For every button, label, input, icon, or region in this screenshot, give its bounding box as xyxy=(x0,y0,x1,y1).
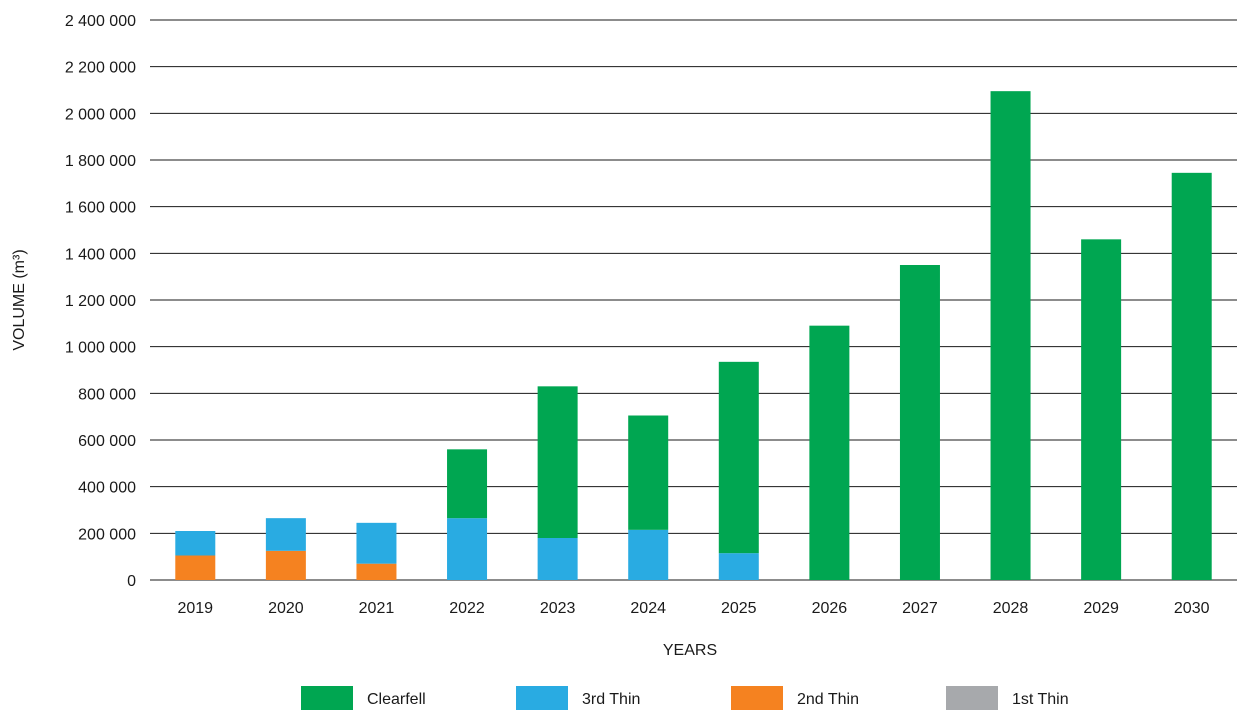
x-tick-label: 2022 xyxy=(449,600,485,617)
legend-swatch-3rd-thin xyxy=(516,686,568,710)
x-tick-label: 2023 xyxy=(540,600,576,617)
bar-clearfell-2028 xyxy=(990,91,1031,581)
bar-clearfell-2023 xyxy=(537,386,578,538)
bar-clearfell-2026 xyxy=(809,325,850,580)
y-tick-labels: 0 200 000 400 000 600 000 800 000 1 000 000 1 … xyxy=(65,13,136,590)
gridlines xyxy=(150,19,1237,581)
bar-clearfell-2029 xyxy=(1081,239,1122,581)
bar-3rd-thin-2019 xyxy=(175,531,216,556)
y-tick-label: 1 000 000 xyxy=(65,340,136,357)
x-tick-label: 2028 xyxy=(993,600,1029,617)
bar-3rd-thin-2023 xyxy=(537,538,578,580)
bars xyxy=(175,91,1212,581)
bar-clearfell-2024 xyxy=(628,415,669,530)
y-tick-label: 2 000 000 xyxy=(65,106,136,123)
bar-clearfell-2030 xyxy=(1171,172,1212,581)
bar-2nd-thin-2019 xyxy=(175,555,216,580)
legend-label-3rd-thin: 3rd Thin xyxy=(582,691,640,708)
x-tick-label: 2030 xyxy=(1174,600,1210,617)
y-tick-label: 800 000 xyxy=(78,386,136,403)
bar-3rd-thin-2020 xyxy=(265,518,306,551)
bar-clearfell-2022 xyxy=(447,449,488,519)
bar-3rd-thin-2021 xyxy=(356,522,397,564)
x-axis-title: YEARS xyxy=(663,642,717,659)
legend-label-2nd-thin: 2nd Thin xyxy=(797,691,859,708)
y-tick-label: 200 000 xyxy=(78,526,136,543)
x-tick-label: 2021 xyxy=(359,600,395,617)
bar-3rd-thin-2025 xyxy=(718,553,759,580)
legend: Clearfell 3rd Thin 2nd Thin 1st Thin xyxy=(301,686,1069,710)
y-tick-label: 2 200 000 xyxy=(65,60,136,77)
legend-swatch-clearfell xyxy=(301,686,353,710)
bar-3rd-thin-2024 xyxy=(628,529,669,580)
y-tick-label: 600 000 xyxy=(78,433,136,450)
y-tick-label: 1 200 000 xyxy=(65,293,136,310)
y-tick-label: 1 600 000 xyxy=(65,200,136,217)
bar-clearfell-2025 xyxy=(718,361,759,554)
x-tick-label: 2024 xyxy=(630,600,666,617)
y-tick-label: 1 800 000 xyxy=(65,153,136,170)
legend-label-1st-thin: 1st Thin xyxy=(1012,691,1069,708)
bar-clearfell-2027 xyxy=(899,265,940,580)
legend-swatch-2nd-thin xyxy=(731,686,783,710)
bar-3rd-thin-2022 xyxy=(447,518,488,580)
legend-swatch-1st-thin xyxy=(946,686,998,710)
y-tick-label: 0 xyxy=(127,573,136,590)
bar-2nd-thin-2021 xyxy=(356,563,397,580)
y-axis-title: VOLUME (m³) xyxy=(11,249,28,350)
x-tick-label: 2025 xyxy=(721,600,757,617)
x-tick-label: 2026 xyxy=(812,600,848,617)
bar-2nd-thin-2020 xyxy=(265,550,306,580)
x-tick-label: 2029 xyxy=(1083,600,1119,617)
x-tick-label: 2020 xyxy=(268,600,304,617)
x-tick-label: 2019 xyxy=(177,600,213,617)
y-tick-label: 2 400 000 xyxy=(65,13,136,30)
x-tick-labels: 2019 2020 2021 2022 2023 2024 2025 2026 2027 2028… xyxy=(177,600,1209,617)
y-tick-label: 400 000 xyxy=(78,480,136,497)
x-tick-label: 2027 xyxy=(902,600,938,617)
y-tick-label: 1 400 000 xyxy=(65,246,136,263)
legend-label-clearfell: Clearfell xyxy=(367,691,426,708)
